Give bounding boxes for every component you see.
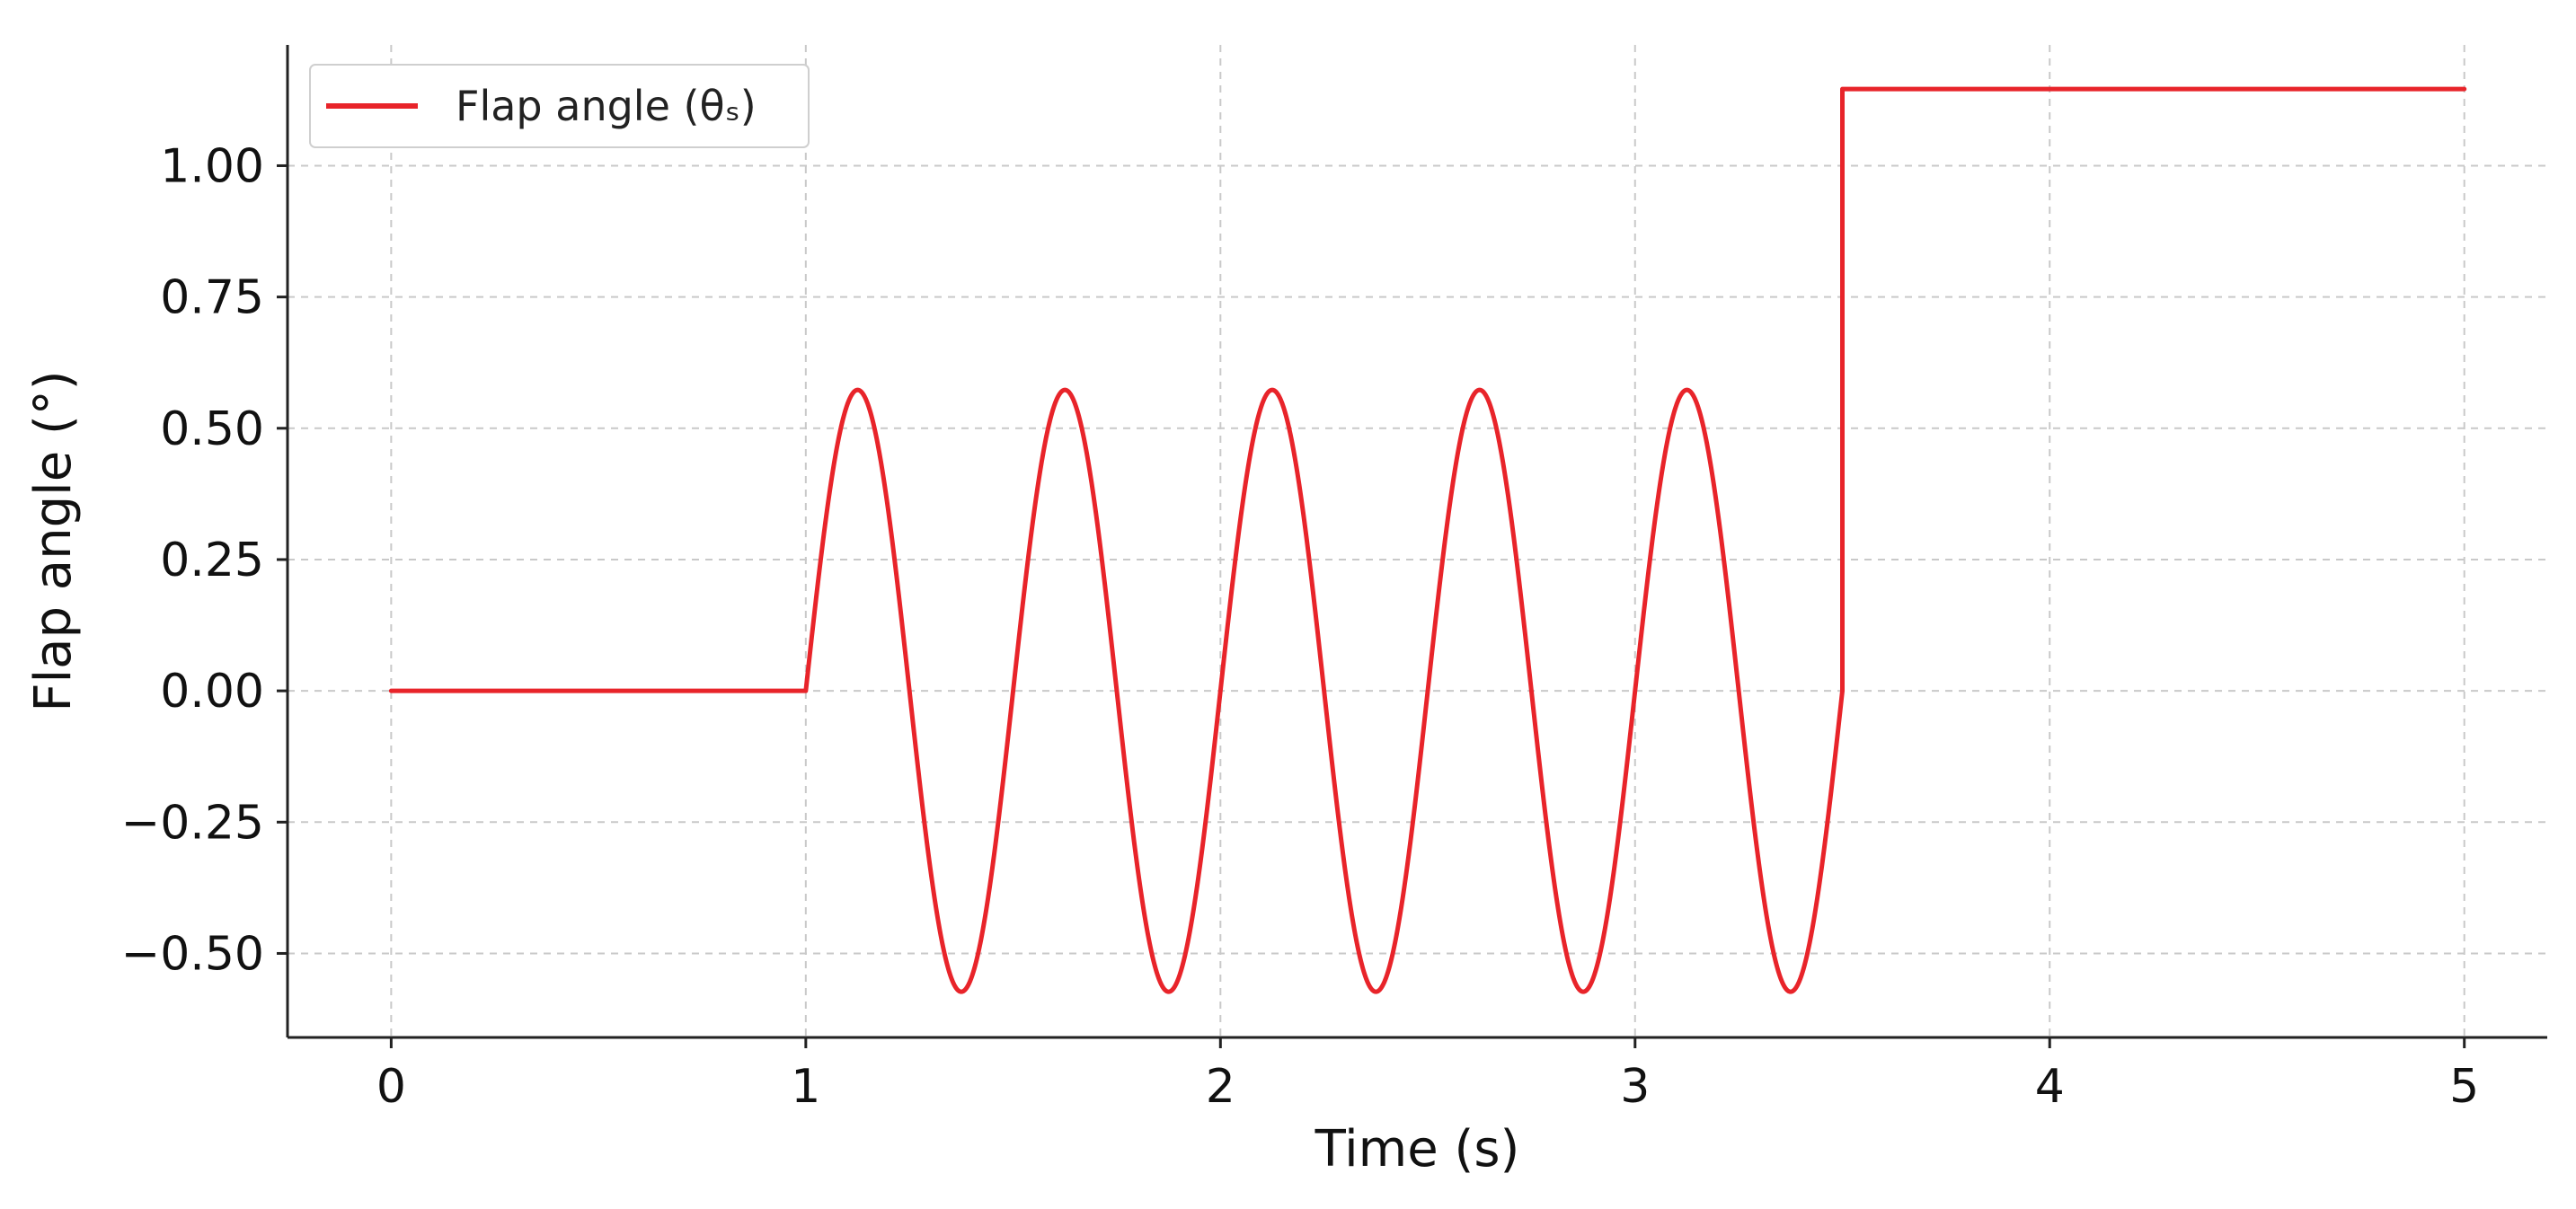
- y-tick-label: −0.50: [121, 927, 264, 981]
- tick-labels: 0 1 2 3 4 5 1.00 0.75 0.50 0.25 0.00 −0.25 −0.50: [121, 139, 2480, 1114]
- tick-marks: [277, 163, 2466, 1048]
- y-tick-label: 0.00: [160, 665, 264, 719]
- legend: Flap angle (θₛ): [309, 64, 810, 148]
- grid-lines: [288, 45, 2547, 1037]
- series-line-flap-angle: [388, 86, 2467, 994]
- x-tick-label: 2: [1206, 1060, 1235, 1114]
- x-tick-label: 3: [1620, 1060, 1650, 1114]
- x-tick-label: 4: [2035, 1060, 2065, 1114]
- y-axis-label: Flap angle (°): [24, 370, 83, 711]
- y-tick-label: −0.25: [121, 796, 264, 850]
- legend-label: Flap angle (θₛ): [456, 82, 757, 130]
- y-tick-label: 0.50: [160, 402, 264, 456]
- x-tick-label: 0: [376, 1060, 406, 1114]
- y-tick-label: 0.25: [160, 534, 264, 587]
- series-layer: [388, 86, 2467, 994]
- x-axis-label: Time (s): [1315, 1120, 1520, 1178]
- x-tick-label: 1: [791, 1060, 820, 1114]
- x-tick-label: 5: [2449, 1060, 2479, 1114]
- legend-box: [309, 64, 810, 148]
- y-tick-label: 1.00: [160, 139, 264, 193]
- axes: [286, 45, 2547, 1039]
- y-tick-label: 0.75: [160, 271, 264, 325]
